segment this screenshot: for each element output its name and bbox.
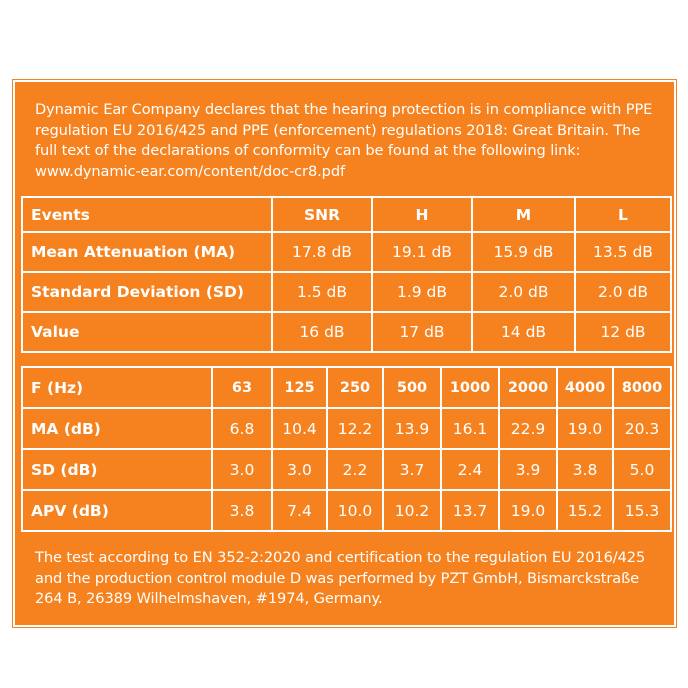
table-cell: 15.3 (612, 489, 672, 532)
conformity-card: Dynamic Ear Company declares that the he… (12, 79, 677, 628)
declaration-text: Dynamic Ear Company declares that the he… (35, 101, 653, 180)
table-cell: 13.7 (440, 489, 500, 532)
table-cell: 13.9 (382, 407, 442, 450)
table-cell: 12.2 (326, 407, 384, 450)
header-freq: 2000 (498, 366, 558, 409)
cell-h: 19.1 dB (371, 231, 473, 273)
cell-snr: 1.5 dB (271, 271, 373, 313)
header-events: Events (21, 196, 273, 233)
table-cell: 10.0 (326, 489, 384, 532)
header-freq: 4000 (556, 366, 614, 409)
cell-l: 12 dB (574, 311, 672, 353)
header-snr: SNR (271, 196, 373, 233)
certification-text: The test according to EN 352-2:2020 and … (35, 549, 646, 607)
table-cell: 3.9 (498, 448, 558, 491)
row-label: SD (dB) (21, 448, 213, 491)
header-freq: 250 (326, 366, 384, 409)
header-freq: 500 (382, 366, 442, 409)
header-l: L (574, 196, 672, 233)
table-row: Standard Deviation (SD) 1.5 dB 1.9 dB 2.… (21, 271, 672, 313)
cell-m: 2.0 dB (471, 271, 576, 313)
table-cell: 6.8 (211, 407, 273, 450)
row-label: Mean Attenuation (MA) (21, 231, 273, 273)
table-row: Value 16 dB 17 dB 14 dB 12 dB (21, 311, 672, 353)
cell-m: 15.9 dB (471, 231, 576, 273)
table-cell: 5.0 (612, 448, 672, 491)
table-cell: 19.0 (556, 407, 614, 450)
table-row: APV (dB) 3.8 7.4 10.0 10.2 13.7 19.0 15.… (21, 489, 672, 532)
row-label: MA (dB) (21, 407, 213, 450)
row-label: APV (dB) (21, 489, 213, 532)
table-header-row: Events SNR H M L (21, 196, 672, 233)
table-cell: 10.4 (271, 407, 328, 450)
table-cell: 2.2 (326, 448, 384, 491)
header-freq: 125 (271, 366, 328, 409)
row-label: Value (21, 311, 273, 353)
header-frequency: F (Hz) (21, 366, 213, 409)
table-cell: 16.1 (440, 407, 500, 450)
row-label: Standard Deviation (SD) (21, 271, 273, 313)
header-m: M (471, 196, 576, 233)
cell-snr: 17.8 dB (271, 231, 373, 273)
table-cell: 15.2 (556, 489, 614, 532)
table-cell: 19.0 (498, 489, 558, 532)
cell-l: 2.0 dB (574, 271, 672, 313)
table-cell: 3.8 (211, 489, 273, 532)
cell-m: 14 dB (471, 311, 576, 353)
table-row: Mean Attenuation (MA) 17.8 dB 19.1 dB 15… (21, 231, 672, 273)
cell-snr: 16 dB (271, 311, 373, 353)
attenuation-summary-table: Events SNR H M L Mean Attenuation (MA) 1… (21, 196, 672, 353)
table-row: SD (dB) 3.0 3.0 2.2 3.7 2.4 3.9 3.8 5.0 (21, 448, 672, 491)
header-h: H (371, 196, 473, 233)
table-header-row: F (Hz) 63 125 250 500 1000 2000 4000 800… (21, 366, 672, 409)
frequency-attenuation-table: F (Hz) 63 125 250 500 1000 2000 4000 800… (21, 366, 672, 532)
table-cell: 3.0 (211, 448, 273, 491)
table-cell: 7.4 (271, 489, 328, 532)
table-cell: 22.9 (498, 407, 558, 450)
header-freq: 8000 (612, 366, 672, 409)
table-cell: 10.2 (382, 489, 442, 532)
cell-l: 13.5 dB (574, 231, 672, 273)
table-cell: 3.7 (382, 448, 442, 491)
cell-h: 17 dB (371, 311, 473, 353)
table-cell: 3.8 (556, 448, 614, 491)
table-cell: 2.4 (440, 448, 500, 491)
table-row: MA (dB) 6.8 10.4 12.2 13.9 16.1 22.9 19.… (21, 407, 672, 450)
cell-h: 1.9 dB (371, 271, 473, 313)
table-cell: 20.3 (612, 407, 672, 450)
header-freq: 63 (211, 366, 273, 409)
header-freq: 1000 (440, 366, 500, 409)
table-cell: 3.0 (271, 448, 328, 491)
